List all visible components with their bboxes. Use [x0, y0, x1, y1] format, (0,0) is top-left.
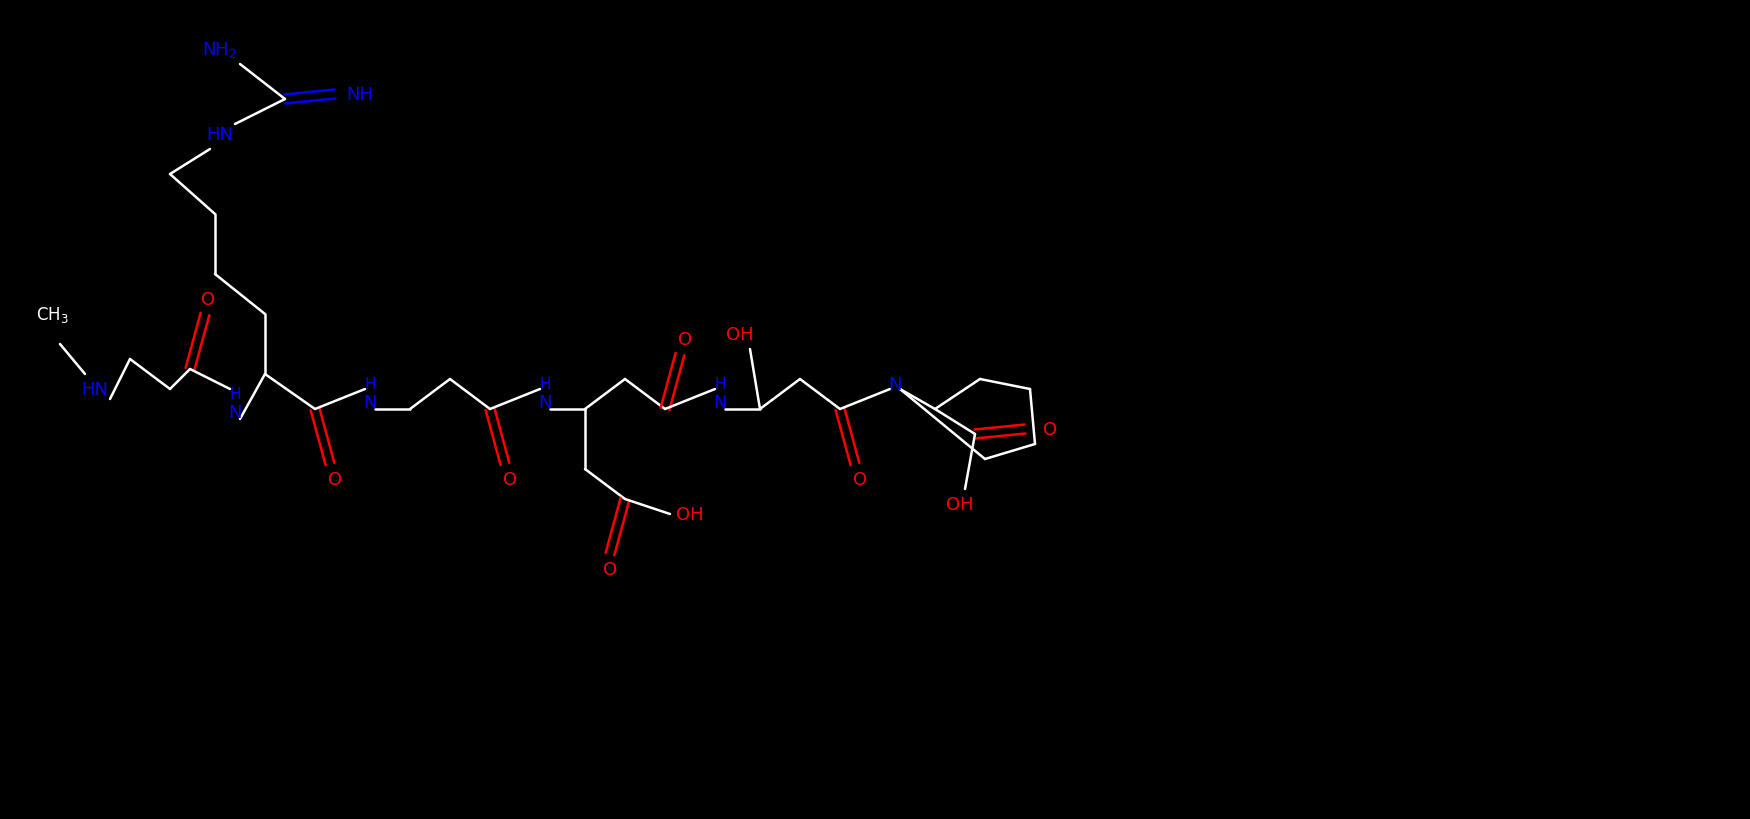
- Text: H: H: [539, 377, 551, 392]
- Text: O: O: [327, 470, 341, 488]
- Text: O: O: [201, 291, 215, 309]
- Text: O: O: [677, 331, 691, 349]
- Text: H: H: [364, 377, 376, 392]
- Text: NH$_2$: NH$_2$: [203, 40, 238, 60]
- Text: NH: NH: [346, 86, 373, 104]
- Text: O: O: [502, 470, 516, 488]
- Text: HN: HN: [206, 126, 233, 144]
- Text: CH$_3$: CH$_3$: [35, 305, 68, 324]
- Text: H: H: [714, 377, 726, 392]
- Text: N: N: [228, 404, 242, 422]
- Text: OH: OH: [726, 326, 754, 344]
- Text: OH: OH: [676, 505, 704, 523]
- Text: N: N: [539, 393, 551, 411]
- Text: O: O: [852, 470, 866, 488]
- Text: H: H: [229, 387, 242, 402]
- Text: HN: HN: [82, 381, 108, 399]
- Text: N: N: [714, 393, 726, 411]
- Text: O: O: [1043, 420, 1057, 438]
- Text: N: N: [364, 393, 376, 411]
- Text: N: N: [889, 376, 901, 393]
- Text: OH: OH: [947, 495, 973, 514]
- Text: O: O: [604, 560, 618, 578]
